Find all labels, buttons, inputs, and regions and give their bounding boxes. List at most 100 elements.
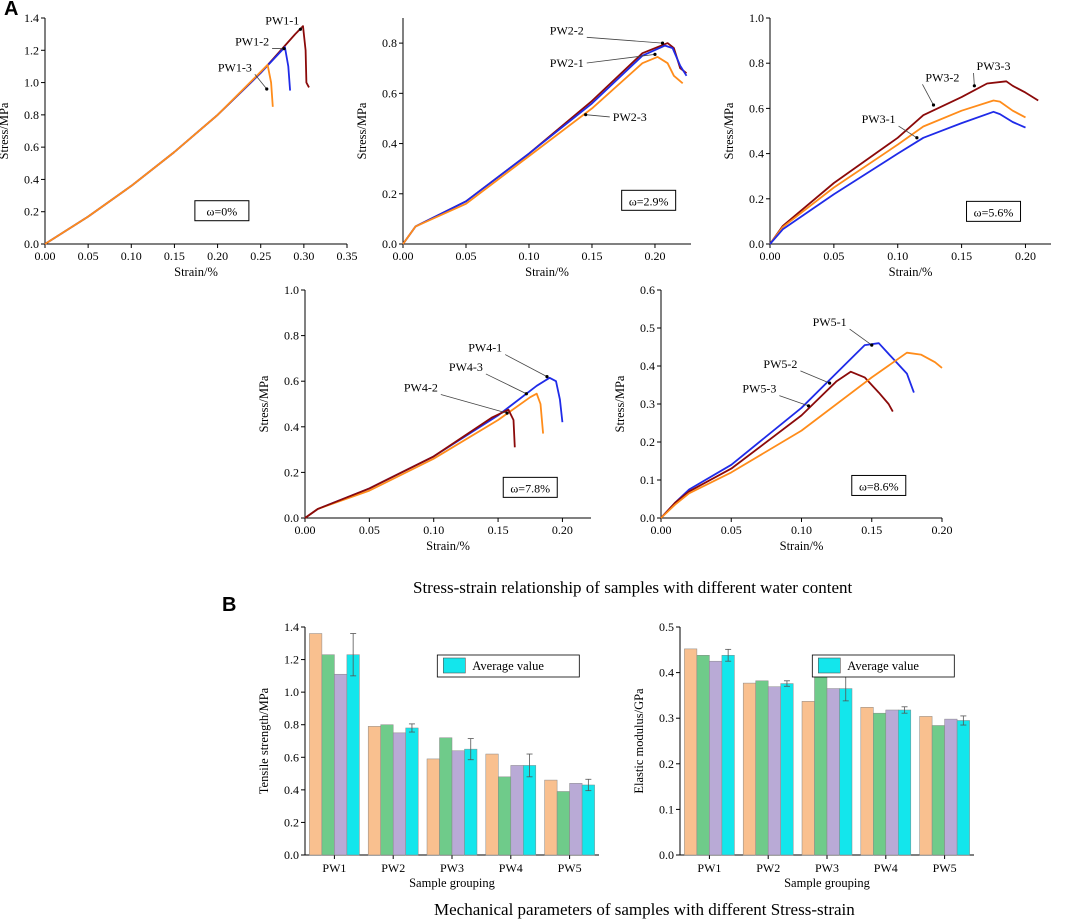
bar-pw1-2 — [696, 655, 710, 856]
legend-label: Average value — [472, 659, 544, 673]
panel-label-b: B — [222, 594, 237, 616]
series-line-pw5-3 — [660, 351, 943, 519]
y-tick-label: 1.0 — [24, 76, 39, 90]
y-tick-label: 0.0 — [24, 237, 39, 251]
y-axis-title: Stress/MPa — [0, 102, 11, 159]
x-tick-label: 0.10 — [518, 249, 539, 263]
y-tick-label: 0.1 — [640, 473, 655, 487]
annotation-arrow — [585, 114, 610, 118]
x-tick-label: 0.15 — [581, 249, 602, 263]
x-tick-label: 0.05 — [721, 523, 742, 537]
y-axis-title: Stress/MPa — [722, 102, 736, 159]
condition-label: ω=7.8% — [510, 481, 550, 495]
y-tick-label: 0.0 — [382, 237, 397, 251]
condition-box — [966, 200, 1022, 222]
bar-pw2-4 — [780, 683, 794, 856]
x-tick-label: 0.00 — [295, 523, 316, 537]
y-tick-label: 1.0 — [284, 283, 299, 297]
annotation-arrow — [849, 328, 872, 346]
bar-pw5-3 — [944, 718, 958, 856]
y-tick-label: 0.4 — [284, 420, 299, 434]
annotation-arrow-head — [653, 52, 657, 57]
y-tick-label: 0.6 — [284, 750, 299, 764]
bar-pw5-2 — [931, 725, 945, 856]
y-tick-label: 0.4 — [659, 666, 674, 680]
y-tick-label: 0.5 — [659, 620, 674, 634]
series-line-pw2-3 — [402, 56, 684, 245]
x-tick-label: PW5 — [933, 861, 957, 875]
x-tick-label: 0.15 — [164, 249, 185, 263]
y-axis-title: Tensile strength/MPa — [257, 687, 271, 794]
series-line-pw4-2 — [304, 408, 516, 519]
annotation-label: PW3-1 — [862, 112, 896, 126]
x-tick-label: 0.15 — [488, 523, 509, 537]
annotation-label: PW5-1 — [813, 315, 847, 329]
x-tick-label: 0.00 — [651, 523, 672, 537]
annotation-arrow-head — [915, 136, 919, 140]
y-tick-label: 0.6 — [640, 283, 655, 297]
x-tick-label: PW3 — [815, 861, 839, 875]
annotation-arrow — [922, 84, 934, 106]
annotation-arrow-head — [828, 381, 832, 385]
x-tick-label: 0.20 — [932, 523, 953, 537]
y-tick-label: 0.2 — [24, 205, 39, 219]
annotation-arrow — [898, 125, 918, 139]
x-tick-label: 0.10 — [791, 523, 812, 537]
x-axis-title: Strain/% — [889, 265, 933, 279]
annotation-arrow-head — [545, 375, 549, 379]
x-tick-label: 0.15 — [951, 249, 972, 263]
y-tick-label: 1.0 — [749, 11, 764, 25]
y-tick-label: 0.2 — [659, 757, 674, 771]
y-tick-label: 0.2 — [640, 435, 655, 449]
annotation-arrow-head — [660, 41, 665, 45]
bar-pw4-4 — [898, 709, 912, 856]
x-tick-label: 0.00 — [760, 249, 781, 263]
x-tick-label: 0.35 — [337, 249, 358, 263]
y-tick-label: 0.2 — [284, 465, 299, 479]
annotation-label: PW3-3 — [977, 59, 1011, 73]
annotation-arrow — [505, 354, 548, 377]
bar-pw3-1 — [801, 701, 815, 856]
annotation-arrow — [800, 370, 830, 384]
y-tick-label: 0.0 — [640, 511, 655, 525]
bar-pw4-2 — [873, 712, 887, 856]
caption-b: Mechanical parameters of samples with di… — [434, 900, 855, 919]
series-line-pw3-2 — [769, 99, 1026, 245]
x-tick-label: 0.30 — [293, 249, 314, 263]
bar-pw2-2 — [755, 680, 769, 856]
x-tick-label: 0.00 — [393, 249, 414, 263]
x-tick-label: 0.15 — [861, 523, 882, 537]
panel-label-a: A — [4, 0, 19, 20]
condition-box — [502, 476, 558, 498]
y-tick-label: 0.8 — [24, 108, 39, 122]
annotation-label: PW5-2 — [763, 357, 797, 371]
annotation-label: PW2-1 — [550, 56, 584, 70]
y-tick-label: 0.0 — [284, 848, 299, 862]
bar-pw1-1 — [684, 648, 698, 856]
series-line-pw1-3 — [44, 63, 274, 245]
x-axis-title: Strain/% — [174, 265, 218, 279]
series-line-pw3-3 — [769, 80, 1039, 245]
y-tick-label: 0.0 — [284, 511, 299, 525]
y-tick-label: 0.4 — [284, 783, 299, 797]
x-tick-label: PW2 — [381, 861, 405, 875]
annotation-label: PW1-2 — [235, 34, 269, 48]
x-tick-label: PW5 — [558, 861, 582, 875]
bar-pw2-1 — [742, 682, 756, 856]
bar-pw5-1 — [919, 716, 933, 856]
y-tick-label: 0.6 — [284, 374, 299, 388]
x-tick-label: 0.25 — [250, 249, 271, 263]
y-tick-label: 0.6 — [749, 101, 764, 115]
x-tick-label: 0.10 — [121, 249, 142, 263]
y-axis-title: Stress/MPa — [257, 375, 271, 432]
x-tick-label: 0.05 — [359, 523, 380, 537]
annotation-arrow-head — [806, 404, 811, 408]
annotation-label: PW1-1 — [265, 13, 299, 27]
x-tick-label: PW1 — [322, 861, 346, 875]
annotation-arrow-head — [972, 84, 976, 88]
x-tick-label: 0.20 — [1015, 249, 1036, 263]
x-tick-label: 0.00 — [35, 249, 56, 263]
